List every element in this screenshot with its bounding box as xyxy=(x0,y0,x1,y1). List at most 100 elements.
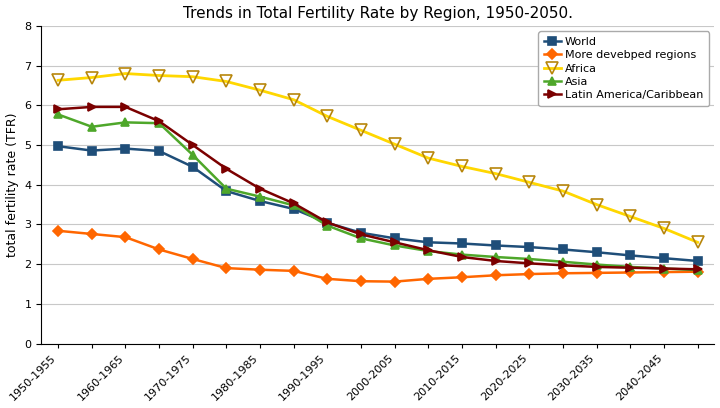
More devebped regions xyxy=(660,270,668,275)
Title: Trends in Total Fertility Rate by Region, 1950-2050.: Trends in Total Fertility Rate by Region… xyxy=(183,6,573,20)
Latin America/Caribbean xyxy=(121,104,130,109)
More devebped regions xyxy=(356,279,365,284)
Latin America/Caribbean xyxy=(54,107,63,112)
World xyxy=(256,199,264,204)
Africa xyxy=(390,142,399,146)
Latin America/Caribbean xyxy=(289,201,298,206)
Y-axis label: total fertility rate (TFR): total fertility rate (TFR) xyxy=(6,113,19,257)
Africa xyxy=(87,75,96,80)
Line: Africa: Africa xyxy=(53,68,703,248)
More devebped regions xyxy=(626,270,634,275)
Asia xyxy=(121,120,130,125)
Africa xyxy=(626,214,634,219)
Asia xyxy=(189,153,197,157)
Asia xyxy=(54,112,63,117)
More devebped regions xyxy=(256,267,264,272)
Africa xyxy=(222,79,230,84)
World xyxy=(289,206,298,211)
Latin America/Caribbean xyxy=(660,266,668,271)
Line: Asia: Asia xyxy=(54,110,702,274)
Latin America/Caribbean xyxy=(491,259,500,264)
World xyxy=(491,243,500,248)
World xyxy=(155,149,163,153)
World xyxy=(626,253,634,258)
More devebped regions xyxy=(458,275,467,280)
Africa xyxy=(54,78,63,83)
More devebped regions xyxy=(289,268,298,273)
Latin America/Caribbean xyxy=(323,220,332,225)
World xyxy=(559,247,567,252)
Latin America/Caribbean xyxy=(155,119,163,124)
Latin America/Caribbean xyxy=(189,142,197,147)
Africa xyxy=(525,180,534,185)
More devebped regions xyxy=(693,269,702,274)
More devebped regions xyxy=(121,235,130,239)
Latin America/Caribbean xyxy=(256,186,264,191)
Africa xyxy=(155,73,163,78)
Latin America/Caribbean xyxy=(390,240,399,245)
Asia xyxy=(525,257,534,262)
Asia xyxy=(256,194,264,199)
Africa xyxy=(660,226,668,231)
Latin America/Caribbean xyxy=(593,264,601,269)
World xyxy=(693,259,702,264)
Asia xyxy=(626,264,634,269)
World xyxy=(87,148,96,153)
More devebped regions xyxy=(593,271,601,275)
World xyxy=(323,220,332,225)
World xyxy=(390,236,399,241)
Africa xyxy=(693,240,702,245)
Africa xyxy=(593,202,601,207)
World xyxy=(525,245,534,250)
More devebped regions xyxy=(222,266,230,271)
Africa xyxy=(189,74,197,79)
Latin America/Caribbean xyxy=(424,248,433,253)
Asia xyxy=(323,223,332,228)
More devebped regions xyxy=(87,231,96,236)
Asia xyxy=(660,266,668,271)
World xyxy=(189,164,197,169)
World xyxy=(222,188,230,193)
World xyxy=(593,250,601,255)
More devebped regions xyxy=(491,273,500,278)
Asia xyxy=(390,243,399,248)
Asia xyxy=(222,186,230,191)
More devebped regions xyxy=(155,247,163,252)
Africa xyxy=(424,156,433,161)
Asia xyxy=(593,262,601,267)
Latin America/Caribbean xyxy=(356,232,365,237)
More devebped regions xyxy=(525,272,534,277)
More devebped regions xyxy=(323,276,332,281)
Africa xyxy=(121,71,130,76)
Line: World: World xyxy=(54,142,702,265)
Latin America/Caribbean xyxy=(87,104,96,109)
Latin America/Caribbean xyxy=(559,263,567,268)
Latin America/Caribbean xyxy=(458,255,467,259)
World xyxy=(458,241,467,246)
Asia xyxy=(458,252,467,257)
More devebped regions xyxy=(189,257,197,262)
Asia xyxy=(356,236,365,241)
Africa xyxy=(256,88,264,93)
World xyxy=(660,256,668,261)
Africa xyxy=(458,164,467,169)
Asia xyxy=(559,259,567,264)
Asia xyxy=(155,121,163,126)
Line: More devebped regions: More devebped regions xyxy=(55,227,701,285)
Line: Latin America/Caribbean: Latin America/Caribbean xyxy=(54,103,702,273)
World xyxy=(121,146,130,151)
Asia xyxy=(289,203,298,208)
Asia xyxy=(87,124,96,129)
World xyxy=(424,240,433,245)
Asia xyxy=(424,248,433,253)
Africa xyxy=(559,188,567,193)
Asia xyxy=(491,255,500,259)
More devebped regions xyxy=(54,228,63,233)
Africa xyxy=(323,114,332,119)
Africa xyxy=(491,171,500,176)
More devebped regions xyxy=(424,276,433,281)
Asia xyxy=(693,268,702,273)
World xyxy=(54,144,63,149)
More devebped regions xyxy=(559,271,567,276)
Latin America/Caribbean xyxy=(222,166,230,171)
